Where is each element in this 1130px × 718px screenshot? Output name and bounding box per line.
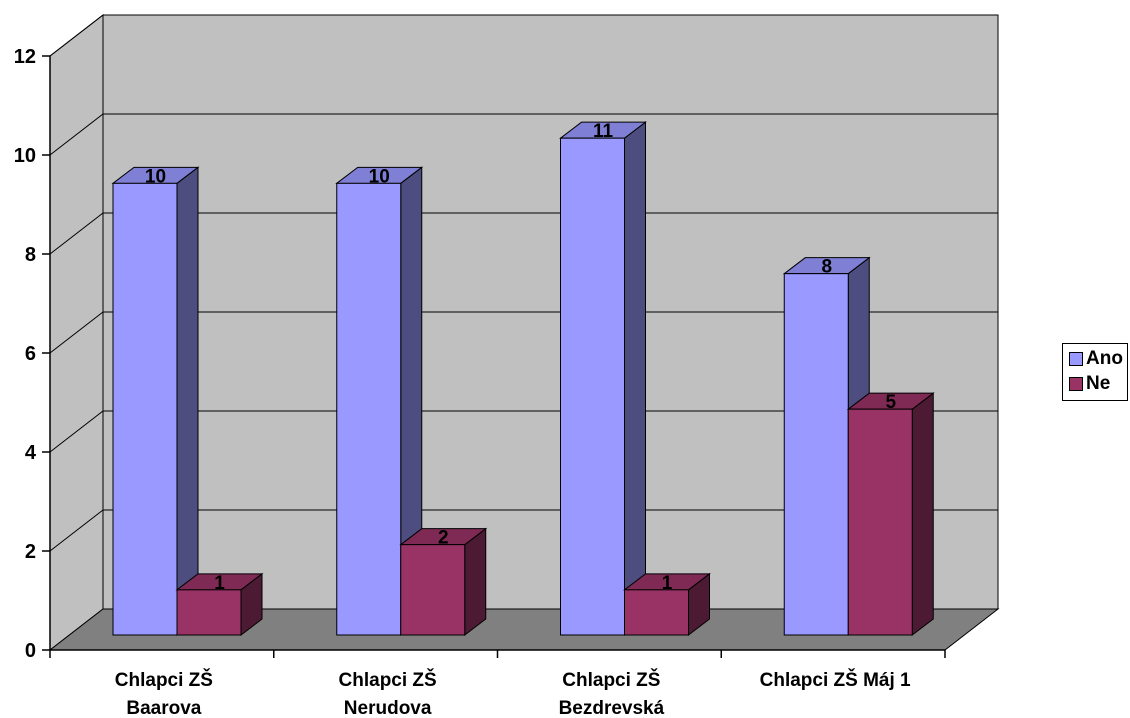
gridline [49,410,998,453]
data-label: 8 [821,257,832,278]
bar-side [464,527,487,637]
bar [111,166,200,637]
bar-front [783,273,849,636]
x-category-label-line: Chlapci ZŠ [562,669,660,691]
gridline [49,14,998,57]
x-category-label-line: Bezdrevská [559,698,665,718]
bar-front [847,408,913,636]
y-tick-label: 2 [25,541,36,563]
bar-side [176,166,199,637]
data-label: 5 [885,392,896,413]
legend-label-ano: Ano [1086,348,1123,369]
legend-item-ano: Ano [1069,348,1123,370]
gridline [49,509,998,552]
bar [399,527,488,637]
data-label: 1 [662,573,673,594]
data-label: 11 [593,121,614,142]
x-category-label: Chlapci ZŠ Máj 1 [760,669,911,691]
bar-front [624,589,689,636]
legend-label-ne: Ne [1086,373,1111,394]
x-category-label: Chlapci ZŠ Nerudova [339,669,437,718]
gridline [49,212,998,255]
y-tick-label: 6 [25,343,36,365]
x-category-label-line: Nerudova [344,698,432,718]
y-tick-label: 4 [25,442,37,464]
labels: 0 2 4 6 8 10 12 10 1 Chlapci ZŠ Baarova 10 2 Chlapci … [14,46,911,718]
bar-side [624,121,646,637]
data-label: 2 [438,528,449,549]
y-tick-label: 8 [25,244,36,266]
x-category-label-line: Chlapci ZŠ [115,669,213,691]
gridline [49,113,998,156]
x-category-label: Chlapci ZŠ Baarova [115,669,213,718]
gridlines [49,14,998,552]
data-label: 10 [369,166,390,187]
bar-front [400,544,466,636]
y-tick-label: 10 [14,145,36,167]
x-category-label-line: Baarova [126,698,201,718]
bar-front [176,589,242,636]
y-tick-label: 12 [14,46,36,68]
legend-swatch-ne [1069,377,1083,391]
legend: Ano Ne [1062,343,1128,401]
bar-front [560,137,625,636]
bar [175,572,264,637]
bar [846,392,935,637]
legend-swatch-ano [1069,352,1083,366]
gridline [49,311,998,354]
y-tick-label: 0 [25,640,36,662]
bar [335,166,424,637]
data-label: 1 [214,573,225,594]
x-category-label: Chlapci ZŠ Bezdrevská [559,669,665,718]
legend-item-ne: Ne [1069,373,1110,395]
bars [111,121,935,637]
bar [559,121,647,637]
axes [42,55,946,658]
bar-front [112,182,178,636]
x-category-label-line: Chlapci ZŠ [339,669,437,691]
bar-front [336,182,402,636]
x-category-label-line: Chlapci ZŠ Máj 1 [760,669,911,691]
bar [623,572,711,637]
data-label: 10 [145,166,166,187]
bar-side [911,392,934,637]
